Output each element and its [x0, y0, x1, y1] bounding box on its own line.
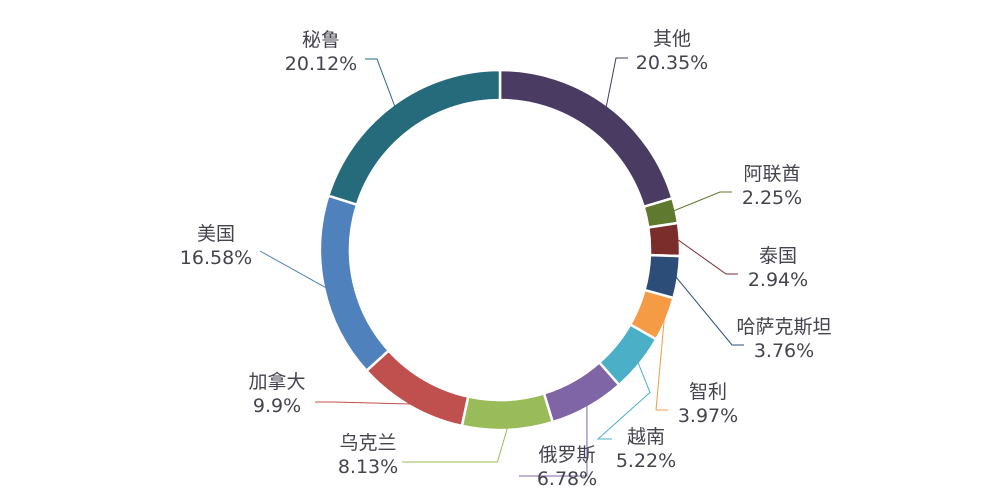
value-label-0: 20.35%	[636, 52, 708, 74]
category-label-0: 其他	[653, 28, 691, 50]
category-label-5: 越南	[627, 426, 665, 448]
value-label-2: 2.94%	[748, 269, 808, 291]
category-label-4: 智利	[689, 381, 727, 403]
leader-line-4	[655, 318, 668, 411]
value-label-6: 6.78%	[537, 468, 597, 490]
value-label-5: 5.22%	[616, 450, 676, 472]
value-label-1: 2.25%	[742, 187, 802, 209]
leader-lines-group	[259, 57, 744, 477]
value-label-9: 16.58%	[180, 247, 252, 269]
leader-line-10	[365, 58, 396, 107]
category-label-8: 加拿大	[248, 370, 305, 393]
category-label-10: 秘鲁	[302, 29, 340, 51]
category-label-3: 哈萨克斯坦	[736, 316, 831, 338]
donut-slice-0[interactable]	[498, 68, 674, 209]
category-label-1: 阿联酋	[743, 163, 800, 185]
value-label-10: 20.12%	[285, 53, 357, 75]
category-label-2: 泰国	[759, 245, 797, 267]
donut-slice-9[interactable]	[318, 194, 391, 373]
leader-line-7	[402, 427, 508, 463]
donut-slice-10[interactable]	[326, 68, 502, 207]
value-label-7: 8.13%	[338, 456, 398, 478]
value-label-8: 9.9%	[253, 395, 301, 417]
leader-line-8	[315, 401, 411, 405]
category-label-9: 美国	[197, 223, 235, 245]
leader-line-0	[605, 57, 628, 108]
donut-slice-2[interactable]	[646, 221, 682, 258]
leader-line-6	[519, 405, 588, 477]
leader-line-2	[677, 239, 738, 275]
donut-slice-6[interactable]	[542, 360, 621, 424]
category-label-6: 俄罗斯	[538, 444, 595, 466]
category-label-7: 乌克兰	[339, 432, 396, 454]
value-label-3: 3.76%	[754, 340, 814, 362]
leader-line-3	[675, 276, 744, 346]
value-label-4: 3.97%	[678, 405, 738, 427]
donut-slice-8[interactable]	[364, 348, 470, 428]
slices-group	[318, 68, 682, 432]
leader-line-9	[259, 250, 327, 289]
leader-line-5	[596, 362, 651, 440]
donut-slice-7[interactable]	[460, 391, 555, 432]
leader-line-1	[673, 191, 732, 212]
